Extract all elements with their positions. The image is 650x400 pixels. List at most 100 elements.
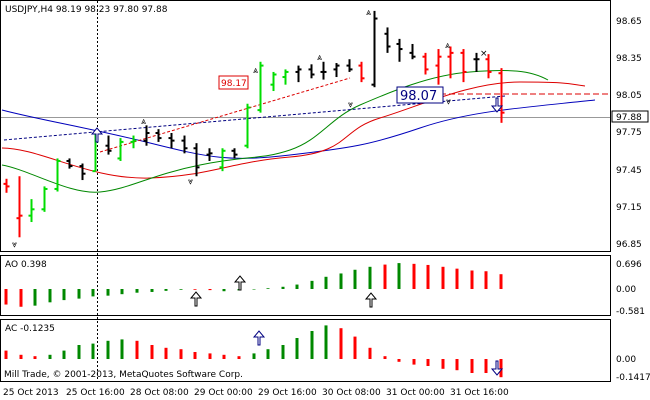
price-bar xyxy=(409,43,416,60)
ao-bar xyxy=(252,289,256,290)
price-bar xyxy=(498,68,505,123)
ac-bar xyxy=(470,359,474,373)
ao-bar xyxy=(150,289,154,292)
price-label-right: 98.07 xyxy=(400,89,437,104)
ao-title: AO 0.398 xyxy=(5,260,47,270)
arrow-up-icon xyxy=(90,127,104,143)
time-tick: 28 Oct 08:00 xyxy=(130,388,189,398)
price-bar xyxy=(295,65,302,83)
price-bar xyxy=(422,52,429,75)
ao-bar xyxy=(77,289,81,299)
ao-bar xyxy=(484,271,488,289)
fractal-down-icon: ⩔ xyxy=(446,97,451,107)
price-bar xyxy=(384,27,391,53)
price-bar xyxy=(79,163,86,181)
price-bar xyxy=(244,103,251,149)
price-bar xyxy=(435,49,442,85)
signal-arrows xyxy=(90,97,504,376)
price-bar xyxy=(346,59,353,72)
arrow-down-icon xyxy=(490,97,504,113)
ao-bar xyxy=(339,273,343,289)
price-bar xyxy=(181,135,188,154)
arrow-up-icon xyxy=(233,275,247,291)
price-bar xyxy=(16,176,23,238)
trendline-navy[interactable] xyxy=(3,95,506,141)
ao-bar xyxy=(106,289,110,296)
time-tick: 30 Oct 08:00 xyxy=(322,388,381,398)
ao-bar xyxy=(135,289,139,293)
price-tick: 97.75 xyxy=(616,128,642,138)
price-bar xyxy=(219,148,226,172)
ao-tick: 0.696 xyxy=(616,260,642,270)
arrow-up-icon xyxy=(364,292,378,308)
ao-bar xyxy=(455,268,459,289)
ao-bar xyxy=(164,289,168,291)
fractal-markers: ⩓ ⩓ ⩓ ⩓ ⩓ ⩔ ⩔ ⩔ ⩔ × xyxy=(12,8,488,250)
ac-bar xyxy=(339,328,343,359)
ac-title: AC -0.1235 xyxy=(5,324,55,334)
price-bar xyxy=(28,199,35,223)
ac-bar xyxy=(237,356,241,359)
ac-bar xyxy=(4,350,8,359)
ao-bar xyxy=(310,280,314,289)
ao-bar xyxy=(91,289,95,297)
copyright-text: Mill Trade, © 2001-2013, MetaQuotes Soft… xyxy=(4,370,243,380)
ac-bar xyxy=(397,359,401,362)
ao-bars-group xyxy=(4,263,503,307)
price-bar xyxy=(168,132,175,149)
ac-bar xyxy=(135,340,139,359)
ac-bar xyxy=(77,345,81,359)
ao-bar xyxy=(62,289,66,301)
ac-bar xyxy=(324,325,328,359)
time-tick: 29 Oct 00:00 xyxy=(194,388,253,398)
current-price-box xyxy=(611,110,649,123)
ac-bar xyxy=(368,347,372,359)
ao-bar xyxy=(33,289,37,306)
price-bar xyxy=(460,49,467,83)
price-tick: 98.65 xyxy=(616,17,642,27)
time-tick: 31 Oct 16:00 xyxy=(450,388,509,398)
price-bar xyxy=(447,46,454,79)
ao-bar xyxy=(266,288,270,289)
ac-bar xyxy=(353,336,357,359)
ac-bar xyxy=(164,347,168,359)
ac-bar xyxy=(33,356,37,359)
price-bar xyxy=(333,63,340,78)
fractal-down-icon: ⩔ xyxy=(12,240,17,250)
blue-moving-average xyxy=(1,99,596,159)
fractal-up-icon: ⩓ xyxy=(253,66,258,76)
arrow-down-icon xyxy=(490,360,504,376)
ao-bar xyxy=(19,289,23,307)
main-chart-title: USDJPY,H4 98.19 98.23 97.80 97.88 xyxy=(5,5,168,15)
ac-bar xyxy=(222,354,226,359)
price-bar xyxy=(41,186,48,212)
candles-group xyxy=(3,10,505,238)
ac-bar xyxy=(252,353,256,359)
ao-bar xyxy=(383,264,387,289)
trendline-red[interactable] xyxy=(99,77,351,153)
price-bar xyxy=(358,61,365,83)
price-tick: 96.85 xyxy=(616,240,642,250)
ac-bar xyxy=(295,338,299,359)
arrow-up-icon xyxy=(189,291,203,307)
ao-bar xyxy=(4,289,8,305)
ao-bar xyxy=(295,284,299,289)
ac-bar xyxy=(120,339,124,359)
ac-tick: 0.00 xyxy=(616,355,636,365)
price-bar xyxy=(155,129,162,142)
time-axis: 25 Oct 2013 25 Oct 16:00 28 Oct 08:00 29… xyxy=(3,388,509,398)
price-tick: 98.35 xyxy=(616,54,642,64)
price-bar xyxy=(282,69,289,85)
ao-bar xyxy=(179,289,183,290)
ao-bar xyxy=(397,263,401,289)
price-bar xyxy=(320,61,327,80)
price-label-left-box xyxy=(218,75,249,90)
price-bar xyxy=(54,158,61,192)
ac-bar xyxy=(412,359,416,365)
ac-bar xyxy=(499,359,503,378)
time-tick: 25 Oct 2013 xyxy=(3,388,59,398)
price-bar xyxy=(143,125,150,146)
price-bar xyxy=(231,148,238,159)
ac-bars-group xyxy=(4,325,503,378)
